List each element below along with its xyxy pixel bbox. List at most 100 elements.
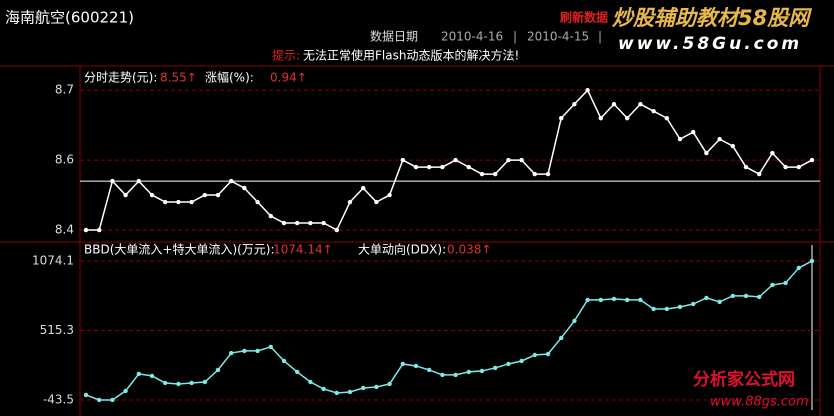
data-point: [545, 351, 551, 357]
data-point: [255, 199, 260, 205]
data-point: [163, 380, 168, 386]
data-point: [268, 213, 273, 219]
data-point: [743, 164, 749, 170]
y-tick-label: 8.7: [55, 83, 74, 97]
data-point: [361, 385, 366, 391]
data-point: [189, 380, 194, 386]
data-point: [149, 192, 155, 198]
data-point: [268, 344, 273, 350]
data-point: [743, 293, 749, 299]
data-point: [691, 129, 696, 135]
data-point: [783, 164, 788, 170]
data-point: [202, 379, 207, 385]
data-point: [532, 171, 537, 177]
y-tick-label: 8.6: [55, 153, 74, 167]
data-point: [215, 192, 221, 198]
data-point: [796, 265, 801, 271]
data-point: [229, 350, 234, 356]
data-point: [717, 299, 722, 305]
data-point: [255, 348, 260, 354]
data-point: [189, 199, 194, 205]
data-point: [123, 388, 128, 394]
data-point: [651, 108, 656, 114]
indicator-value: 8.55↑: [160, 71, 197, 85]
data-point: [691, 301, 696, 307]
data-point: [347, 389, 353, 395]
data-point: [413, 363, 419, 369]
data-point: [664, 115, 669, 121]
data-point: [770, 150, 775, 156]
data-point: [598, 115, 603, 121]
indicator-name: 分时走势(元):: [84, 71, 157, 85]
data-point: [651, 306, 656, 312]
data-point: [374, 199, 379, 205]
data-point: [585, 87, 590, 93]
data-point: [559, 335, 564, 341]
indicator-value: 0.038↑: [447, 243, 491, 257]
data-point: [440, 372, 445, 378]
data-point: [479, 171, 485, 177]
data-point: [400, 157, 405, 163]
data-point: [427, 164, 432, 170]
date-tab[interactable]: 2010-4-15: [527, 30, 589, 44]
data-point: [770, 282, 775, 288]
data-point: [334, 227, 339, 233]
y-tick-label: -43.5: [43, 392, 74, 406]
data-point: [585, 297, 590, 303]
data-point: [677, 136, 683, 142]
data-point: [730, 143, 735, 149]
data-point: [506, 157, 511, 163]
data-point: [400, 361, 405, 367]
data-point: [625, 297, 630, 303]
data-point: [387, 381, 392, 387]
data-point: [110, 178, 115, 184]
data-point: [440, 164, 445, 170]
data-point: [453, 372, 458, 378]
refresh-link[interactable]: 刷新数据: [560, 10, 608, 25]
data-point: [783, 280, 788, 286]
data-point: [611, 296, 617, 302]
data-point: [545, 171, 551, 177]
data-line: [85, 260, 813, 401]
data-point: [493, 171, 498, 177]
data-point: [638, 297, 643, 303]
data-point: [466, 369, 471, 375]
stock-title: 海南航空(600221): [5, 9, 134, 27]
date-tab[interactable]: 2010-4-16: [441, 30, 503, 44]
data-point: [281, 220, 287, 226]
data-point: [229, 178, 234, 184]
separator: |: [513, 30, 517, 44]
data-point: [347, 199, 353, 205]
data-point: [519, 157, 524, 163]
data-point: [176, 381, 181, 387]
data-point: [704, 150, 709, 156]
data-point: [796, 164, 801, 170]
data-point: [598, 297, 603, 303]
data-point: [809, 258, 815, 264]
data-point: [295, 369, 300, 375]
data-point: [519, 358, 524, 364]
data-point: [809, 157, 815, 163]
data-point: [176, 199, 181, 205]
data-point: [163, 199, 168, 205]
data-point: [374, 384, 379, 390]
tip-link[interactable]: 无法正常使用Flash动态版本的解决方法!: [303, 48, 519, 63]
y-tick-label: 8.4: [55, 223, 74, 237]
indicator-name: BBD(大单流入+特大单流入)(万元):: [84, 242, 275, 257]
data-point: [611, 101, 617, 107]
separator: |: [598, 30, 602, 44]
data-point: [215, 367, 221, 373]
data-point: [413, 164, 419, 170]
data-point: [664, 306, 669, 312]
data-point: [295, 220, 300, 226]
watermark-brand: 分析家公式网: [693, 369, 795, 390]
data-point: [572, 101, 577, 107]
data-point: [493, 365, 498, 371]
y-tick-label: 515.3: [40, 323, 74, 337]
data-point: [757, 294, 762, 300]
data-point: [308, 379, 313, 385]
data-point: [334, 390, 339, 396]
watermark-url: www.58Gu.com: [618, 34, 802, 54]
data-point: [559, 115, 564, 121]
